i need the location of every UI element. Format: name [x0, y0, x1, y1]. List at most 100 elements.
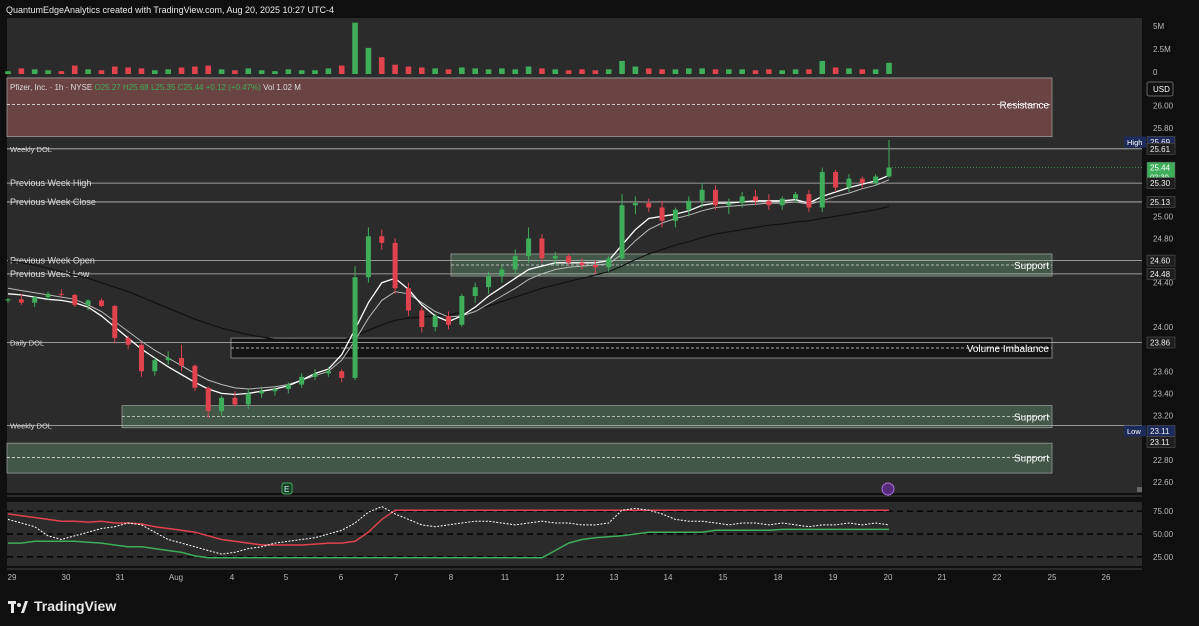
candle-body: [766, 200, 772, 206]
volume-bar: [85, 69, 91, 74]
volume-bar: [325, 68, 332, 74]
osc-tick-label: 25.00: [1153, 553, 1174, 562]
x-tick-label: 19: [829, 573, 838, 582]
x-tick-label: 18: [774, 573, 783, 582]
lightning-event-icon: [881, 482, 895, 496]
volume-bar: [859, 69, 866, 74]
price-badge-label: 24.60: [1150, 257, 1171, 266]
candle-body: [739, 196, 745, 204]
x-tick-label: 22: [993, 573, 1002, 582]
candle-body: [779, 198, 785, 206]
price-tick-label: 23.40: [1153, 389, 1174, 398]
volume-bar: [485, 69, 492, 74]
candle-body: [806, 194, 812, 208]
x-tick-label: 8: [449, 573, 454, 582]
volume-bar: [152, 70, 158, 74]
volume-bar: [272, 71, 278, 74]
volume-bar: [792, 69, 799, 74]
volume-bar: [739, 69, 745, 74]
candle-body: [793, 194, 799, 199]
volume-bar: [672, 69, 679, 74]
price-axis: 26.0025.8025.4025.0024.8024.4024.0023.60…: [1153, 102, 1174, 487]
volume-bar: [445, 69, 452, 74]
candle-body: [566, 256, 572, 263]
osc-main-line: [7, 506, 890, 555]
volume-bar: [58, 71, 65, 74]
legend-row: Pfizer, Inc. · 1h · NYSE O25.27 H25.68 L…: [10, 83, 301, 92]
candle-body: [352, 277, 358, 378]
volume-bar: [619, 60, 625, 74]
tradingview-brand[interactable]: TradingView: [8, 598, 116, 614]
candle-body: [472, 287, 478, 297]
price-badge-label: 24.48: [1150, 270, 1171, 279]
volume-bar: [352, 22, 358, 75]
volume-bar: [405, 66, 412, 74]
candle-body: [446, 315, 451, 325]
volume-bar: [832, 67, 839, 74]
level-label: Daily DOL: [10, 338, 44, 347]
candle-body: [219, 397, 225, 412]
candle-body: [646, 203, 652, 208]
price-badge: [1146, 143, 1176, 155]
level-label: Previous Week Low: [10, 269, 90, 279]
volume-tick-label: 5M: [1153, 22, 1164, 31]
volume-bar: [111, 66, 118, 74]
price-badge: [1146, 177, 1176, 189]
zone-label: Resistance: [1000, 101, 1050, 112]
candle-body: [165, 357, 171, 361]
candle-body: [699, 189, 705, 201]
zone-support: [6, 442, 1053, 474]
attribution-text: QuantumEdgeAnalytics created with Tradin…: [6, 5, 335, 15]
currency-label: USD: [1153, 85, 1170, 94]
zone-label: Volume Imbalance: [967, 344, 1050, 355]
candle-body: [405, 288, 411, 311]
volume-bar: [18, 68, 25, 74]
price-badge-label: 25.13: [1150, 198, 1171, 207]
volume-bar: [365, 47, 372, 74]
volume-axis: 5M 2.5M 0: [1153, 22, 1171, 77]
volume-bar: [499, 68, 505, 74]
badge-tag-box: [1124, 136, 1146, 148]
zone-resistance: [6, 77, 1053, 138]
candle-body: [659, 207, 665, 221]
volume-bar: [205, 65, 212, 74]
volume-bar: [605, 69, 612, 74]
x-tick-label: 31: [116, 573, 125, 582]
candle-body: [179, 357, 185, 366]
x-tick-label: 15: [719, 573, 728, 582]
volume-bar: [752, 70, 759, 74]
volume-pane: [7, 18, 1142, 76]
candle-body: [192, 365, 198, 388]
candle-body: [152, 360, 158, 372]
candle-body: [245, 393, 251, 405]
zone-label: Support: [1014, 413, 1049, 424]
candle-body: [98, 300, 104, 306]
candle-body: [85, 300, 91, 305]
price-tick-label: 24.80: [1153, 234, 1174, 243]
volume-bar: [298, 70, 305, 74]
osc-tick-label: 75.00: [1153, 507, 1174, 516]
candle-body: [339, 371, 345, 378]
price-tick-label: 24.00: [1153, 323, 1174, 332]
candle-body: [259, 391, 265, 394]
x-tick-label: 20: [884, 573, 893, 582]
zone-label: Support: [1014, 261, 1049, 272]
volume-bar: [71, 65, 78, 74]
level-label: Weekly DOL: [10, 421, 52, 430]
volume-bar: [766, 69, 772, 74]
x-tick-label: 4: [230, 573, 235, 582]
x-tick-label: 13: [610, 573, 619, 582]
price-badge-label: 25.44: [1150, 164, 1171, 173]
candle-body: [459, 296, 465, 325]
level-label: Previous Week Close: [10, 197, 96, 207]
price-badge: [1146, 436, 1176, 448]
candle-body: [45, 293, 51, 298]
price-tick-label: 22.60: [1153, 478, 1174, 487]
volume-bar: [125, 67, 131, 74]
badge-tag: Low: [1127, 427, 1141, 436]
price-tick-label: 25.80: [1153, 124, 1174, 133]
candle-body: [632, 203, 638, 206]
price-tick-label: 23.20: [1153, 412, 1174, 421]
levels: Weekly DOL Previous Week High Previous Wee…: [7, 145, 1142, 430]
